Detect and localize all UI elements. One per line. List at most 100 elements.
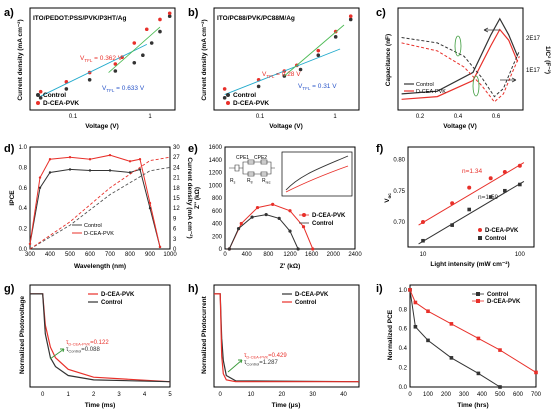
panel-f-cea-point-4 <box>502 170 507 174</box>
panel-a-legend-control: Control <box>43 92 66 99</box>
panel-d-control-point-6 <box>128 171 132 174</box>
panel-i-control-line <box>409 289 501 388</box>
panel-d-cea-point-5 <box>108 153 112 157</box>
panel-c-y2tick-1E17: 1E17 <box>526 68 541 74</box>
panel-d-y2label: Current density (mA cm⁻²) <box>186 157 193 238</box>
panel-a-cea-point-3 <box>113 62 118 66</box>
panel-g-xtick-0: 0 <box>41 392 45 398</box>
panel-f-control-point-2 <box>467 207 472 212</box>
panel-c-arrow-left <box>483 27 500 33</box>
panel-h-frame <box>213 284 360 388</box>
panel-e-xlabel: Z' (kΩ) <box>280 263 300 270</box>
panel-c-y2label: 1/C² (F⁻²) <box>544 46 551 74</box>
panel-i-ylabel: Normalized PCE <box>387 309 394 360</box>
panel-e-ytick-7: 1400 <box>209 158 223 164</box>
panel-e-control-point-1 <box>236 227 241 231</box>
panel-a-cea-point-5 <box>132 41 137 45</box>
panel-d-cea-point-0 <box>28 242 32 246</box>
panel-d-cea-point-6 <box>128 160 132 163</box>
panel-letter-a: a) <box>4 7 14 19</box>
panel-g-legend-control: Control <box>101 300 123 306</box>
panel-f-control-point-0 <box>421 238 425 243</box>
panel-i-cea-point-5 <box>498 348 502 352</box>
panel-b-xtick-1: 1 <box>333 114 337 120</box>
panel-h-tau-control: τControl=1.287 <box>244 360 278 367</box>
panel-c-cea-line <box>401 28 519 100</box>
panel-g-xtick-1: 1 <box>67 392 71 398</box>
panel-b-legend-control: Control <box>233 92 256 99</box>
panel-c-control-mott-line <box>401 37 520 98</box>
panel-e-control-point-5 <box>288 229 292 233</box>
panel-d-y2-ytick-5: 15 <box>173 196 180 202</box>
panel-e-cea-point-2 <box>255 205 260 210</box>
panel-h-xtick-0: 0 <box>218 392 222 398</box>
panel-letter-f: f) <box>376 143 384 155</box>
panel-b-tfl-fit <box>284 24 345 77</box>
panel-g-xtick-5: 5 <box>168 392 172 398</box>
panel-f-cea-point-1 <box>450 201 455 206</box>
panel-i-cea-point-4 <box>476 336 481 341</box>
panel-d-xtick-4: 700 <box>105 252 116 258</box>
panel-d-y2-ytick-2: 6 <box>173 227 177 233</box>
panel-d-ytick-5: 1.0 <box>19 145 28 151</box>
panel-f-control-fit <box>418 180 525 245</box>
panel-d-y2-ytick-10: 30 <box>173 145 180 151</box>
panel-d-cea-line <box>29 154 161 248</box>
panel-e-circuit-rtr: Rtr <box>247 178 254 185</box>
panel-b-frame <box>213 7 360 111</box>
panel-f-ytick-0: 0.70 <box>393 220 405 226</box>
panel-e-circuit-rtr-element <box>247 171 255 177</box>
panel-g-xtick-2: 2 <box>92 392 96 398</box>
panel-i-ytick-0: 0.0 <box>399 385 408 391</box>
panel-d: IPCE Current density (mA cm⁻²) Wavelengt… <box>9 145 193 270</box>
panel-e-circuit-rrec-element <box>260 171 268 177</box>
panel-e-legend-cea: D-CEA-PVK <box>312 213 346 219</box>
panel-a-vtfl-control: VTFL = 0.633 V <box>102 85 145 93</box>
panel-c-ylabel: Capacitance (nF) <box>385 34 392 86</box>
panel-b-ohmic-fit <box>224 48 341 96</box>
panel-d-xtick-1: 400 <box>45 252 56 258</box>
panel-i-xtick-2: 200 <box>441 392 452 398</box>
panel-i-cea-point-6 <box>534 370 538 375</box>
panel-h-legend-control: Control <box>295 300 317 306</box>
panel-i-frame <box>409 284 537 388</box>
panel-h-cea-line <box>214 293 359 383</box>
panel-d-control-integrated <box>29 166 171 250</box>
panel-i-ytick-1: 0.2 <box>399 366 408 372</box>
panel-e-ytick-0: 0 <box>219 247 223 253</box>
panel-b-xtick-0.1: 0.1 <box>256 114 265 120</box>
panel-d-control-point-1 <box>38 186 42 189</box>
panel-e-circuit-rs: Rs <box>230 178 236 185</box>
panel-e-ytick-8: 1600 <box>209 145 223 151</box>
panel-f-cea-point-0 <box>421 220 426 224</box>
panel-d-cea-point-3 <box>68 156 72 159</box>
panel-b-control-point-1 <box>256 84 261 89</box>
panel-b-legend-control-marker <box>226 93 230 97</box>
panel-e-control-point-2 <box>250 215 254 219</box>
panel-d-control-line <box>29 168 161 248</box>
panel-b-device-label: ITO/PC88/PVK/PC88M/Ag <box>217 15 295 22</box>
panel-letter-h: h) <box>188 283 199 295</box>
panel-letter-g: g) <box>4 283 15 295</box>
panel-a-xtick-0.1: 0.1 <box>69 114 78 120</box>
panel-e-xtick-2: 800 <box>263 252 274 258</box>
panel-e-cea-point-3 <box>271 202 275 206</box>
panel-e-ytick-4: 800 <box>212 196 223 202</box>
panel-f-control-point-5 <box>518 182 522 187</box>
panel-i-legend-cea: D-CEA-PVK <box>487 299 521 305</box>
panel-b-control-point-6 <box>348 17 353 22</box>
panel-a-control-point-0 <box>38 96 43 100</box>
panel-e-circuit: CPE1 CPE2 Rs Rtr Rrec <box>229 155 275 185</box>
panel-e-ytick-6: 1200 <box>209 171 223 177</box>
panel-g: Normalized Photovoltage Time (ms) 0 1 2 3 4 5… <box>19 284 172 409</box>
panel-a-control-point-5 <box>141 53 145 58</box>
panel-c-highlight-upper <box>454 35 462 57</box>
panel-f-xlabel: Light intensity (mW cm⁻²) <box>430 261 509 268</box>
panel-e-ytick-2: 400 <box>212 222 223 228</box>
panel-c-xtick-0.4: 0.4 <box>454 114 463 120</box>
panel-i-cea-point-0 <box>408 288 412 292</box>
panel-d-y2-ytick-0: 0 <box>173 247 177 253</box>
panel-e-xtick-3: 1200 <box>283 252 297 258</box>
panel-h-xtick-4: 40 <box>340 392 347 398</box>
